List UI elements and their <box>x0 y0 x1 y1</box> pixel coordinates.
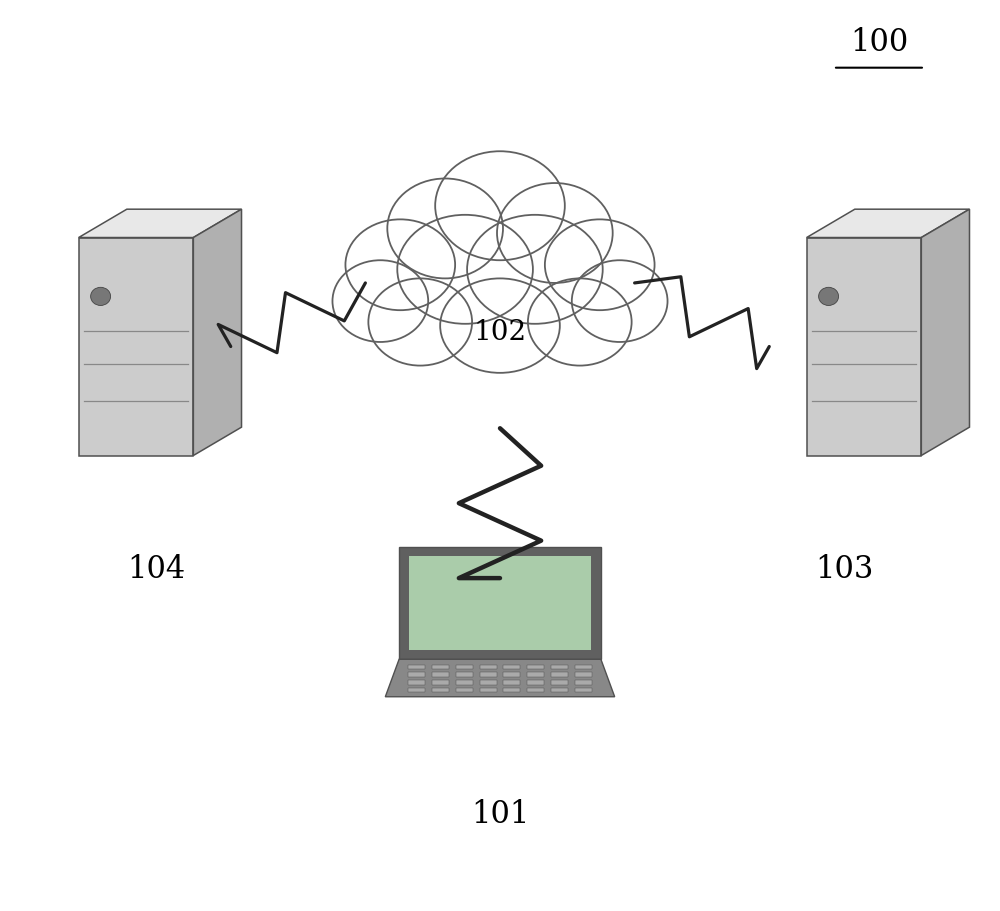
Text: 104: 104 <box>127 554 185 585</box>
Circle shape <box>819 287 839 305</box>
Polygon shape <box>575 681 592 684</box>
Ellipse shape <box>435 151 565 261</box>
Polygon shape <box>385 660 615 697</box>
Polygon shape <box>456 688 473 692</box>
Ellipse shape <box>332 261 428 342</box>
Ellipse shape <box>345 220 455 310</box>
Polygon shape <box>503 681 520 684</box>
Polygon shape <box>456 672 473 677</box>
Text: 102: 102 <box>473 320 527 346</box>
Polygon shape <box>432 672 449 677</box>
Polygon shape <box>503 672 520 677</box>
Polygon shape <box>575 672 592 677</box>
Polygon shape <box>807 210 969 238</box>
Polygon shape <box>408 672 425 677</box>
Ellipse shape <box>528 279 632 365</box>
Polygon shape <box>551 681 568 684</box>
Polygon shape <box>408 681 425 684</box>
Polygon shape <box>527 681 544 684</box>
Polygon shape <box>409 556 591 650</box>
Polygon shape <box>480 672 497 677</box>
Polygon shape <box>480 681 497 684</box>
Polygon shape <box>408 664 425 669</box>
Polygon shape <box>193 210 242 456</box>
Ellipse shape <box>467 215 603 323</box>
Polygon shape <box>480 688 497 692</box>
Polygon shape <box>921 210 969 456</box>
Text: 103: 103 <box>815 554 873 585</box>
Polygon shape <box>503 664 520 669</box>
Ellipse shape <box>387 179 503 279</box>
Polygon shape <box>551 688 568 692</box>
Circle shape <box>91 287 111 305</box>
Polygon shape <box>551 664 568 669</box>
Polygon shape <box>432 681 449 684</box>
Polygon shape <box>79 238 193 456</box>
Polygon shape <box>456 681 473 684</box>
Polygon shape <box>432 664 449 669</box>
Text: 100: 100 <box>850 26 908 57</box>
Polygon shape <box>79 210 242 238</box>
Polygon shape <box>527 688 544 692</box>
Polygon shape <box>408 688 425 692</box>
Ellipse shape <box>397 215 533 323</box>
Polygon shape <box>807 238 921 456</box>
Ellipse shape <box>440 279 560 373</box>
Polygon shape <box>480 664 497 669</box>
Text: 101: 101 <box>471 799 529 830</box>
Polygon shape <box>399 547 601 660</box>
Polygon shape <box>551 672 568 677</box>
Polygon shape <box>456 664 473 669</box>
Ellipse shape <box>572 261 668 342</box>
Polygon shape <box>575 664 592 669</box>
Polygon shape <box>432 688 449 692</box>
Ellipse shape <box>368 279 472 365</box>
Polygon shape <box>503 688 520 692</box>
Polygon shape <box>527 672 544 677</box>
Ellipse shape <box>497 183 613 283</box>
Polygon shape <box>575 688 592 692</box>
Polygon shape <box>527 664 544 669</box>
Ellipse shape <box>545 220 655 310</box>
